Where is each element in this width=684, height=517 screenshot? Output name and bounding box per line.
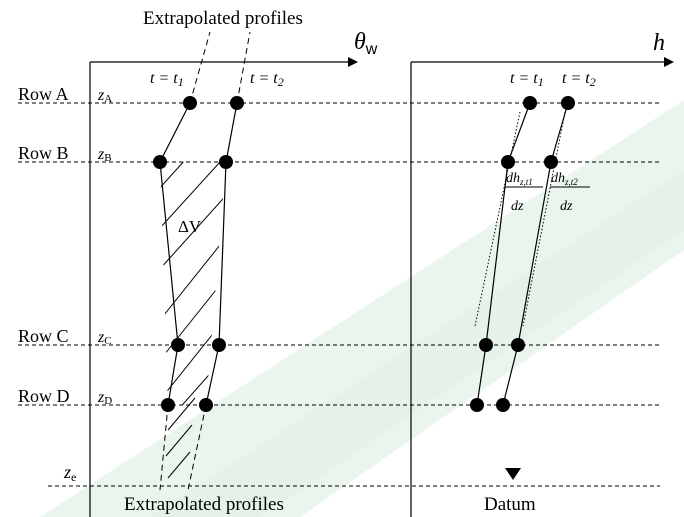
row-d-label: Row D (18, 386, 70, 406)
extrapolated-top-t2 (237, 32, 250, 103)
theta-axis-arrow (348, 57, 358, 67)
left-dot-a-t1 (183, 96, 197, 110)
right-dot-c-t2 (511, 338, 525, 352)
watermark-band-inner (150, 170, 684, 517)
right-dot-b-t1 (501, 155, 515, 169)
left-dot-d-t1 (161, 398, 175, 412)
theta-axis-label: θw (354, 29, 378, 58)
z-d-label: zD (97, 389, 112, 407)
row-a-label: Row A (18, 84, 69, 104)
watermark-band (40, 100, 684, 517)
z-a-label: zA (97, 87, 112, 105)
right-dot-d-t2 (496, 398, 510, 412)
left-dot-b-t1 (153, 155, 167, 169)
delta-v-label: ΔV (178, 217, 202, 236)
z-e-label: ze (63, 462, 76, 484)
right-t1-label: t = t1 (510, 70, 544, 89)
left-dot-a-t2 (230, 96, 244, 110)
z-b-label: zB (97, 146, 112, 164)
right-dot-a-t2 (561, 96, 575, 110)
deriv-den-t1: dz (511, 199, 524, 214)
deriv-num-t1: dhz,t1 (506, 171, 533, 187)
row-c-label: Row C (18, 326, 69, 346)
left-dot-b-t2 (219, 155, 233, 169)
left-dot-c-t2 (212, 338, 226, 352)
right-dot-d-t1 (470, 398, 484, 412)
top-extrapolated-label: Extrapolated profiles (143, 8, 303, 29)
right-dot-b-t2 (544, 155, 558, 169)
h-axis-arrow (664, 57, 674, 67)
z-c-label: zC (97, 329, 112, 347)
datum-triangle-icon (505, 468, 521, 480)
row-b-label: Row B (18, 143, 69, 163)
extrapolated-top-t1 (190, 32, 210, 103)
h-axis-label: h (653, 30, 665, 56)
left-dot-c-t1 (171, 338, 185, 352)
left-profile-t1 (160, 103, 190, 405)
right-t2-label: t = t2 (562, 70, 596, 89)
left-profile-t2 (206, 103, 237, 405)
bottom-extrapolated-label: Extrapolated profiles (124, 494, 284, 515)
left-dot-d-t2 (199, 398, 213, 412)
left-t1-label: t = t1 (150, 70, 184, 89)
datum-label: Datum (484, 494, 536, 515)
right-dot-c-t1 (479, 338, 493, 352)
deriv-den-t2: dz (560, 199, 573, 214)
left-t2-label: t = t2 (250, 70, 284, 89)
right-dot-a-t1 (523, 96, 537, 110)
